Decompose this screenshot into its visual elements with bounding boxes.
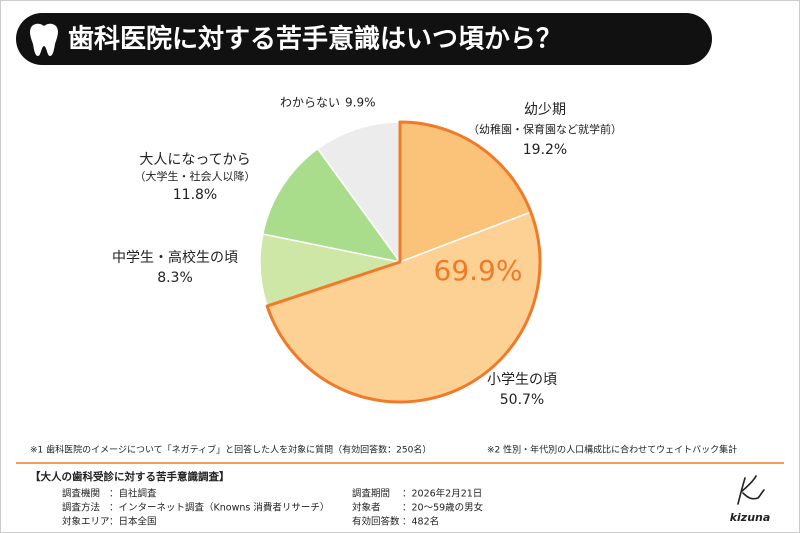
survey-value: ：482名 bbox=[402, 516, 439, 528]
value-label: 50.7% bbox=[500, 392, 544, 408]
survey-title: 【大人の歯科受診に対する苦手意識調査】 bbox=[30, 470, 230, 483]
survey-value: ：インターネット調査（Knowns 消費者リサーチ） bbox=[109, 502, 329, 514]
survey-value: ：日本全国 bbox=[109, 516, 157, 528]
value-label: 11.8% bbox=[173, 187, 217, 203]
slice-label: 大人になってから bbox=[139, 152, 250, 168]
note: ※2 性別・年代別の人口構成比に合わせてウェイトバック集計 bbox=[487, 444, 737, 456]
survey-label: 有効回答数 bbox=[352, 516, 400, 528]
survey-value: ：2026年2月21日 bbox=[402, 488, 482, 500]
survey-label: 調査期間 bbox=[352, 488, 390, 500]
note: ※1 歯科医院のイメージについて「ネガティブ」と回答した人を対象に質問（有効回答… bbox=[30, 444, 431, 456]
pie bbox=[259, 120, 542, 404]
chart-title: 歯科医院に対する苦手意識はいつ頃から？ bbox=[68, 24, 562, 55]
survey-value: ：20～59歳の男女 bbox=[402, 502, 483, 514]
survey-label: 対象者 bbox=[352, 502, 381, 514]
slice-label: 幼少期 bbox=[524, 102, 566, 118]
highlight-outline bbox=[265, 120, 542, 404]
highlight-label: 69.9% bbox=[434, 254, 523, 287]
labels: 幼少期 （幼稚園・保育園など就学前） 19.2% 小学生の頃 50.7% 中学生・高校生の… bbox=[112, 96, 622, 409]
slice-label: わからない bbox=[280, 96, 340, 110]
survey-label: 対象エリア bbox=[62, 516, 110, 528]
tooth-icon bbox=[30, 23, 58, 57]
pie-slice bbox=[261, 147, 402, 264]
slice-sublabel: （大学生・社会人以降） bbox=[135, 169, 256, 183]
survey-label: 調査機関 bbox=[62, 488, 100, 500]
slice-label: 小学生の頃 bbox=[487, 372, 557, 388]
value-label: 19.2% bbox=[523, 142, 567, 158]
logo-mark bbox=[737, 475, 765, 505]
title-bar bbox=[16, 13, 712, 65]
value-label: 8.3% bbox=[157, 270, 193, 286]
survey-label: 調査方法 bbox=[62, 502, 100, 514]
brand: kizuna bbox=[730, 511, 771, 524]
survey-value: ：自社調査 bbox=[109, 488, 157, 500]
slice-sublabel: （幼稚園・保育園など就学前） bbox=[468, 122, 622, 136]
pie-slice bbox=[316, 121, 401, 265]
slice-label: 中学生・高校生の頃 bbox=[112, 249, 238, 266]
value-label: 9.9% bbox=[345, 96, 376, 110]
